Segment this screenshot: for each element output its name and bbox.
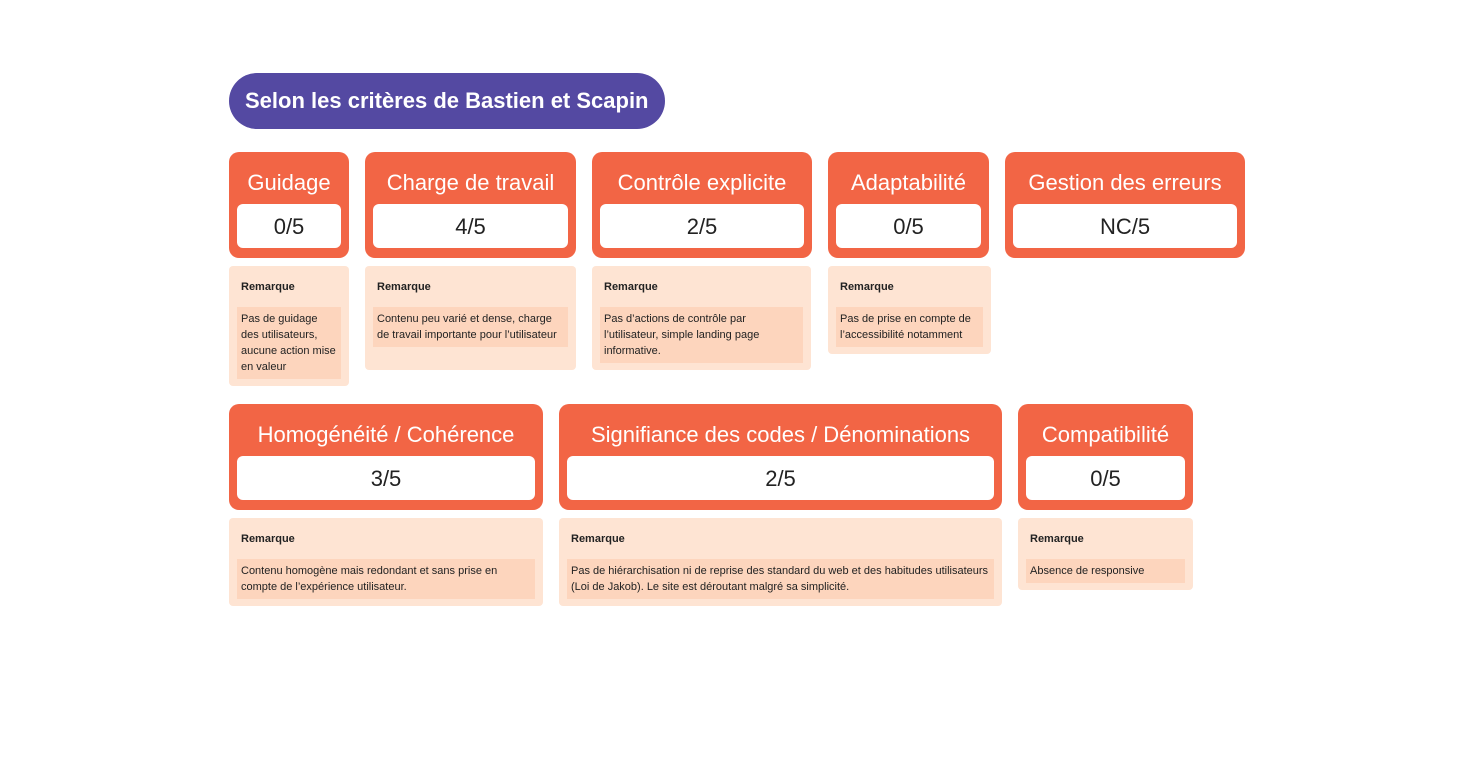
page-title: Selon les critères de Bastien et Scapin [229,73,665,129]
remark-text: Contenu homogène mais redondant et sans … [237,559,535,599]
criterion-card-signifiance-des-codes[interactable]: Signifiance des codes / Dénominations 2/… [559,404,1002,510]
criterion-score: 0/5 [237,204,341,248]
remark-label: Remarque [377,281,431,293]
criterion-card-charge-de-travail[interactable]: Charge de travail 4/5 [365,152,576,258]
criterion-card-gestion-des-erreurs[interactable]: Gestion des erreurs NC/5 [1005,152,1245,258]
criterion-title: Contrôle explicite [617,170,787,195]
criterion-card-compatibilite[interactable]: Compatibilité 0/5 [1018,404,1193,510]
remark-text: Pas de prise en compte de l’accessibilit… [836,307,983,347]
remark-text: Contenu peu varié et dense, charge de tr… [373,307,568,347]
criterion-card-homogeneite-coherence[interactable]: Homogénéité / Cohérence 3/5 [229,404,543,510]
criterion-score: 3/5 [237,456,535,500]
criterion-score: 4/5 [373,204,568,248]
criterion-title: Homogénéité / Cohérence [257,422,515,447]
remark-note-charge-de-travail[interactable]: Remarque Contenu peu varié et dense, cha… [365,266,576,370]
remark-label: Remarque [241,281,295,293]
remark-text: Pas d’actions de contrôle par l’utilisat… [600,307,803,363]
criterion-card-guidage[interactable]: Guidage 0/5 [229,152,349,258]
criterion-score: 2/5 [567,456,994,500]
criterion-title: Guidage [247,170,331,195]
criterion-score: 2/5 [600,204,804,248]
criterion-title: Signifiance des codes / Dénominations [590,422,971,447]
remark-label: Remarque [1030,533,1084,545]
criterion-card-adaptabilite[interactable]: Adaptabilité 0/5 [828,152,989,258]
remark-label: Remarque [840,281,894,293]
criterion-title: Charge de travail [386,170,555,195]
remark-label: Remarque [604,281,658,293]
remark-label: Remarque [571,533,625,545]
criterion-card-controle-explicite[interactable]: Contrôle explicite 2/5 [592,152,812,258]
criterion-score: 0/5 [836,204,981,248]
remark-text: Pas de guidage des utilisateurs, aucune … [237,307,341,379]
remark-text: Pas de hiérarchisation ni de reprise des… [567,559,994,599]
remark-label: Remarque [241,533,295,545]
criterion-score: NC/5 [1013,204,1237,248]
remark-note-guidage[interactable]: Remarque Pas de guidage des utilisateurs… [229,266,349,386]
remark-note-adaptabilite[interactable]: Remarque Pas de prise en compte de l’acc… [828,266,991,354]
criterion-title: Gestion des erreurs [1028,170,1222,195]
remark-text: Absence de responsive [1026,559,1185,583]
criterion-title: Compatibilité [1041,422,1170,447]
criterion-score: 0/5 [1026,456,1185,500]
criterion-title: Adaptabilité [851,170,966,195]
remark-note-compatibilite[interactable]: Remarque Absence de responsive [1018,518,1193,590]
remark-note-controle-explicite[interactable]: Remarque Pas d’actions de contrôle par l… [592,266,811,370]
remark-note-homogeneite-coherence[interactable]: Remarque Contenu homogène mais redondant… [229,518,543,606]
remark-note-signifiance-des-codes[interactable]: Remarque Pas de hiérarchisation ni de re… [559,518,1002,606]
